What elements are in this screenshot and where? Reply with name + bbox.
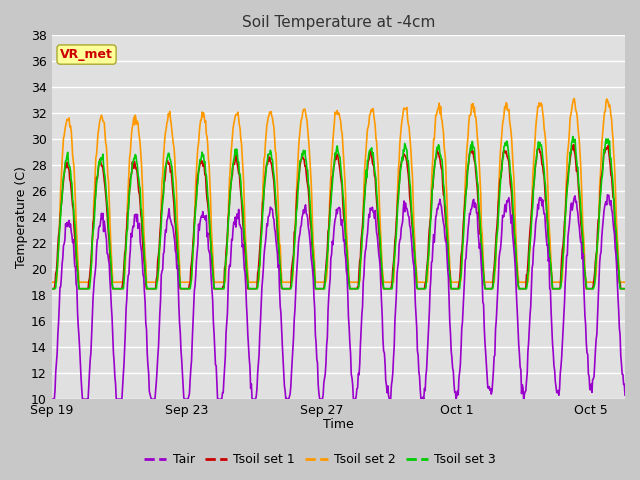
X-axis label: Time: Time (323, 419, 354, 432)
Legend: Tair, Tsoil set 1, Tsoil set 2, Tsoil set 3: Tair, Tsoil set 1, Tsoil set 2, Tsoil se… (139, 448, 501, 471)
Text: VR_met: VR_met (60, 48, 113, 61)
Y-axis label: Temperature (C): Temperature (C) (15, 166, 28, 268)
Title: Soil Temperature at -4cm: Soil Temperature at -4cm (241, 15, 435, 30)
